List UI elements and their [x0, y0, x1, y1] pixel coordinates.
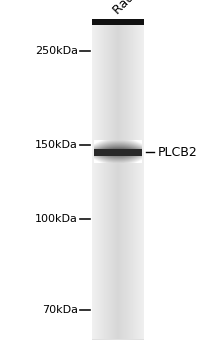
Text: PLCB2: PLCB2: [158, 146, 198, 159]
Text: Rat lung: Rat lung: [111, 0, 157, 18]
Text: 150kDa: 150kDa: [35, 140, 78, 150]
Bar: [92, 21, 144, 340]
Bar: [94, 149, 142, 156]
Text: 100kDa: 100kDa: [35, 214, 78, 224]
Text: 250kDa: 250kDa: [35, 46, 78, 56]
Text: 70kDa: 70kDa: [42, 305, 78, 315]
Bar: [92, 19, 144, 25]
